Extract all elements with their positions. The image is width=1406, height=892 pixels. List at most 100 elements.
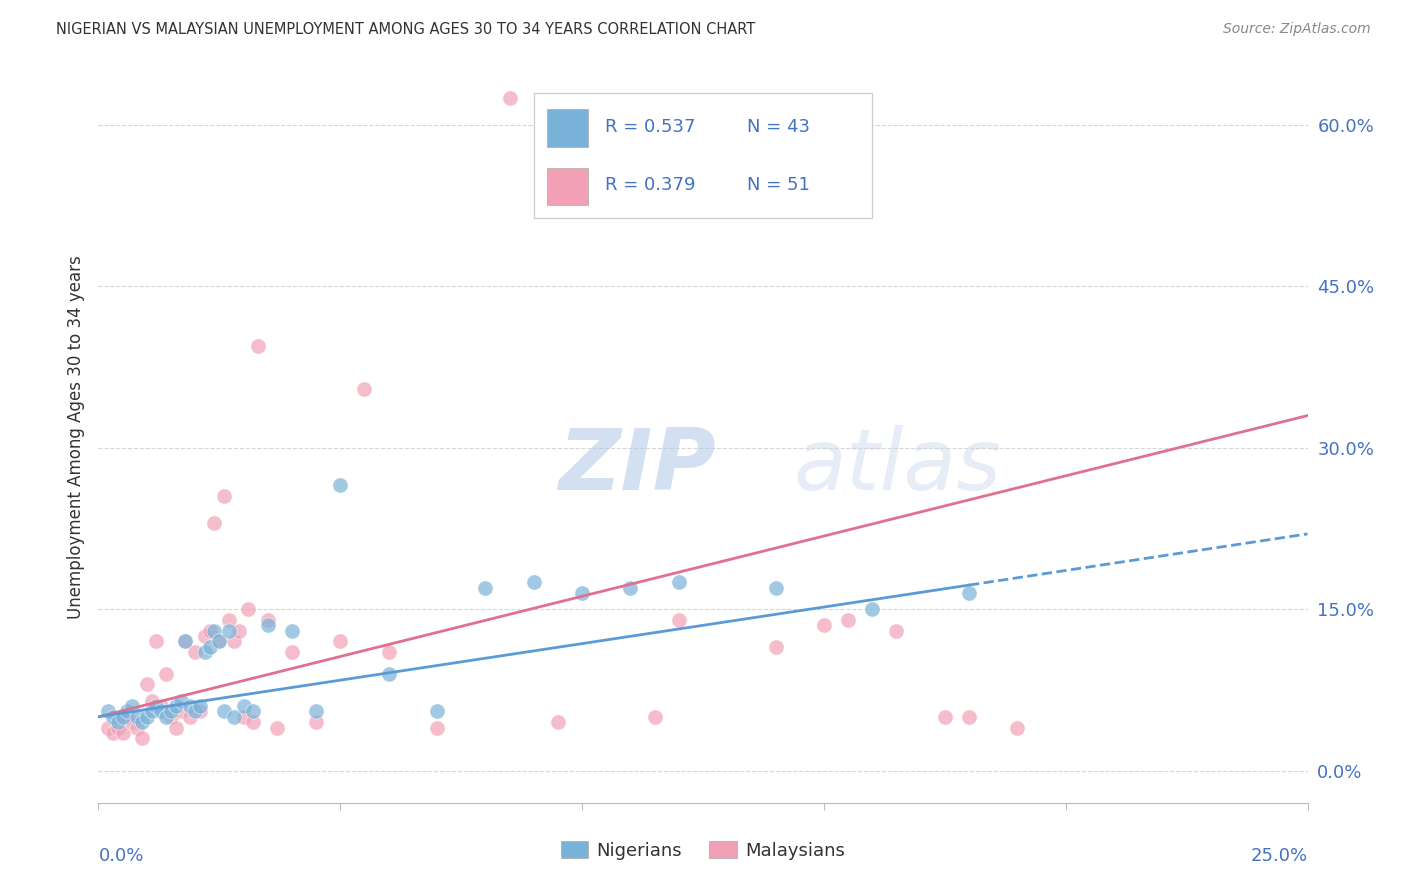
Point [131, 715, 153, 730]
Point [644, 710, 666, 724]
Point [222, 710, 245, 724]
Point [256, 618, 278, 632]
Point [184, 645, 207, 659]
Point [668, 575, 690, 590]
Point [256, 613, 278, 627]
Y-axis label: Unemployment Among Ages 30 to 34 years: Unemployment Among Ages 30 to 34 years [66, 255, 84, 619]
Point [188, 698, 211, 713]
Point [188, 705, 211, 719]
Point [101, 710, 124, 724]
Point [117, 710, 139, 724]
Point [107, 721, 129, 735]
Point [198, 624, 221, 638]
Point [198, 640, 221, 654]
Point [145, 634, 167, 648]
Point [242, 715, 264, 730]
Point [165, 698, 187, 713]
Text: 0.0%: 0.0% [98, 847, 143, 864]
Point [547, 715, 569, 730]
Point [247, 338, 270, 352]
Point [184, 705, 207, 719]
Point [957, 710, 980, 724]
Point [150, 705, 173, 719]
Point [155, 710, 177, 724]
Point [523, 575, 546, 590]
Point [179, 710, 201, 724]
Point [377, 645, 399, 659]
Point [111, 726, 134, 740]
Point [353, 382, 375, 396]
Point [141, 705, 163, 719]
Point [228, 624, 250, 638]
Point [194, 629, 217, 643]
Point [179, 698, 201, 713]
Point [97, 721, 120, 735]
Point [498, 91, 520, 105]
Point [204, 624, 226, 638]
Point [121, 715, 143, 730]
Point [329, 634, 352, 648]
Point [934, 710, 956, 724]
Text: Source: ZipAtlas.com: Source: ZipAtlas.com [1223, 22, 1371, 37]
Point [111, 710, 134, 724]
Point [218, 624, 240, 638]
Point [765, 581, 787, 595]
Point [218, 613, 240, 627]
Point [97, 705, 120, 719]
Point [571, 586, 593, 600]
Point [305, 705, 328, 719]
Point [619, 581, 641, 595]
Point [169, 705, 191, 719]
Point [127, 721, 149, 735]
Point [208, 634, 231, 648]
Point [135, 710, 157, 724]
Point [174, 634, 197, 648]
Point [169, 693, 191, 707]
Point [208, 634, 231, 648]
Point [426, 721, 449, 735]
Point [101, 726, 124, 740]
Point [837, 613, 859, 627]
Point [145, 698, 167, 713]
Point [266, 721, 288, 735]
Point [160, 705, 183, 719]
Point [813, 618, 835, 632]
Point [165, 721, 187, 735]
Point [160, 710, 183, 724]
Point [121, 698, 143, 713]
Point [131, 731, 153, 746]
Point [232, 698, 254, 713]
Point [141, 693, 163, 707]
Point [238, 602, 260, 616]
Point [107, 715, 129, 730]
Point [474, 581, 496, 595]
Point [174, 634, 197, 648]
Point [204, 516, 226, 530]
Point [135, 677, 157, 691]
Point [194, 645, 217, 659]
Point [232, 710, 254, 724]
Point [329, 478, 352, 492]
Text: 25.0%: 25.0% [1250, 847, 1308, 864]
Text: atlas: atlas [793, 425, 1001, 508]
Point [765, 640, 787, 654]
Point [377, 666, 399, 681]
Point [150, 698, 173, 713]
Point [668, 613, 690, 627]
Point [860, 602, 883, 616]
Text: NIGERIAN VS MALAYSIAN UNEMPLOYMENT AMONG AGES 30 TO 34 YEARS CORRELATION CHART: NIGERIAN VS MALAYSIAN UNEMPLOYMENT AMONG… [56, 22, 755, 37]
Point [281, 645, 304, 659]
Point [127, 710, 149, 724]
Point [886, 624, 908, 638]
Point [281, 624, 304, 638]
Point [242, 705, 264, 719]
Text: ZIP: ZIP [558, 425, 716, 508]
Point [222, 634, 245, 648]
Point [426, 705, 449, 719]
Point [155, 666, 177, 681]
Point [117, 705, 139, 719]
Point [212, 705, 235, 719]
Point [212, 489, 235, 503]
Legend: Nigerians, Malaysians: Nigerians, Malaysians [554, 834, 852, 867]
Point [957, 586, 980, 600]
